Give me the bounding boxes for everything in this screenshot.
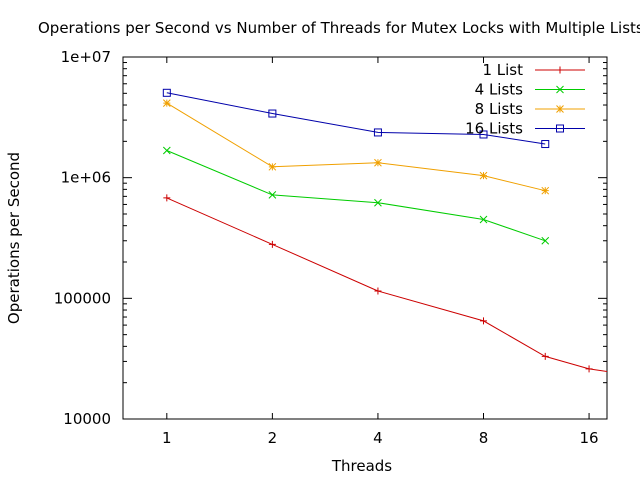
y-tick-label: 100000 — [54, 289, 111, 307]
series-1-list — [163, 194, 607, 373]
x-axis-label: Threads — [331, 457, 392, 475]
y-tick-label: 1e+06 — [61, 169, 111, 187]
series-8-lists — [162, 99, 550, 195]
data-point — [585, 365, 593, 373]
data-point — [374, 198, 382, 207]
x-tick-label: 1 — [162, 429, 172, 447]
x-tick-label: 4 — [373, 429, 383, 447]
data-point — [374, 287, 382, 295]
legend-label: 16 Lists — [465, 120, 523, 138]
data-point — [268, 240, 276, 248]
data-point — [541, 236, 550, 245]
series-line — [166, 92, 546, 145]
legend-entry: 4 Lists — [475, 81, 585, 99]
y-axis: 10000 100000 1e+06 1e+07 — [54, 48, 607, 428]
data-point — [268, 162, 277, 171]
legend-label: 4 Lists — [475, 81, 524, 99]
data-point — [162, 146, 171, 155]
legend-label: 1 List — [482, 61, 523, 79]
data-point — [556, 124, 564, 133]
x-tick-label: 2 — [268, 429, 278, 447]
data-point — [268, 109, 277, 118]
data-point — [556, 105, 564, 113]
y-axis-label: Operations per Second — [5, 152, 23, 324]
data-point — [479, 215, 488, 224]
y-tick-label: 1e+07 — [61, 48, 111, 66]
series-layer — [162, 88, 607, 373]
data-point — [162, 99, 171, 107]
series-4-lists — [162, 146, 550, 245]
data-point — [162, 88, 171, 97]
plot-frame — [122, 56, 608, 420]
x-tick-label: 8 — [479, 429, 489, 447]
data-point — [479, 171, 488, 180]
legend-label: 8 Lists — [475, 100, 524, 118]
data-point — [373, 128, 382, 137]
series-line — [166, 197, 607, 372]
data-point — [541, 140, 550, 149]
legend-entry: 1 List — [482, 61, 585, 79]
data-point — [268, 191, 277, 199]
data-point — [541, 352, 549, 360]
y-tick-label: 10000 — [63, 410, 111, 428]
data-point — [374, 158, 382, 167]
legend-entry: 16 Lists — [465, 120, 585, 138]
chart-title: Operations per Second vs Number of Threa… — [38, 19, 640, 37]
x-tick-label: 16 — [580, 429, 599, 447]
data-point — [163, 194, 171, 202]
data-point — [541, 186, 550, 195]
x-axis: 1 2 4 8 16 — [162, 57, 599, 447]
data-point — [556, 85, 564, 94]
data-point — [480, 317, 487, 325]
legend-entry: 8 Lists — [475, 100, 585, 118]
data-point — [479, 130, 488, 139]
data-point — [556, 66, 564, 74]
series-16-lists — [162, 88, 550, 149]
